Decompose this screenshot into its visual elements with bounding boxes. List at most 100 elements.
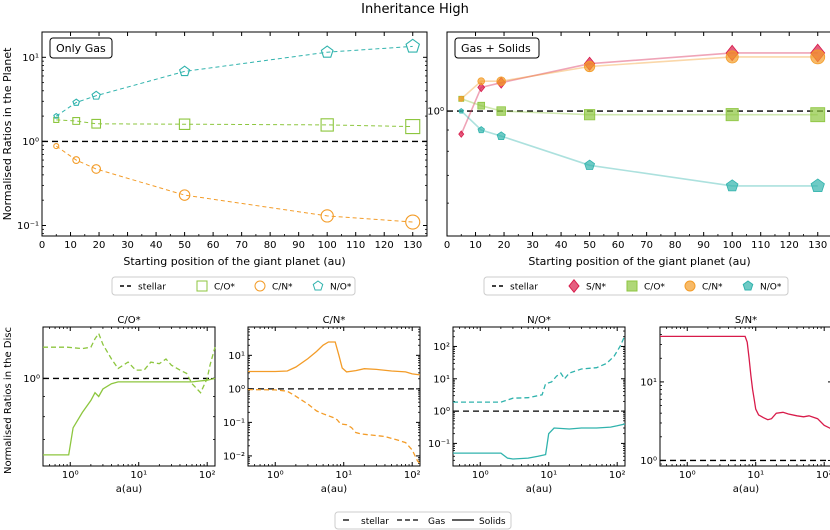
data-point-NO	[810, 178, 825, 192]
bottom-legend-box	[334, 511, 512, 530]
legend-label: C/O*	[214, 283, 235, 293]
data-point-CO	[178, 118, 191, 130]
panel-title: Gas + Solids	[461, 42, 531, 55]
x-tick-label: 30	[526, 240, 539, 251]
data-point-CN	[91, 164, 102, 174]
data-point-CN	[405, 214, 421, 230]
legend-label: S/N*	[586, 283, 606, 293]
data-point-NO	[496, 131, 506, 141]
solids-line	[43, 377, 216, 456]
panel-title: N/O*	[527, 315, 551, 326]
legend-marker	[684, 280, 696, 292]
x-tick-label: 110	[751, 240, 770, 251]
y-tick-label: 10¹	[433, 374, 450, 385]
y-tick-label: 10²	[433, 342, 450, 353]
data-point-CN	[477, 77, 486, 85]
data-point-CO	[72, 117, 81, 125]
legend-label: stellar	[361, 517, 389, 527]
x-tick-label: 70	[640, 240, 653, 251]
x-axis-label: Starting position of the giant planet (a…	[528, 255, 750, 268]
figure-title: Inheritance High	[361, 2, 469, 17]
y-tick-label: 10⁰	[640, 456, 657, 467]
y-tick-label: 10⁰	[433, 407, 450, 418]
plot-frame-0	[41, 31, 428, 237]
data-point-NO	[584, 159, 596, 170]
data-point-CO	[405, 119, 421, 135]
x-tick-label: 10⁰	[679, 470, 696, 481]
series-line-NO	[56, 45, 413, 117]
plots-layer: 0 10 20 30 40 50 60 70 80 90 100 110 120 13010⁻¹10⁰10…	[1, 31, 830, 530]
data-point-NO	[53, 112, 60, 119]
panel-title-box	[49, 37, 113, 59]
plot-frame-4	[452, 326, 626, 467]
series-line-CN	[56, 145, 413, 223]
y-tick-label: 10⁻¹	[17, 221, 39, 232]
gas-line	[247, 388, 421, 464]
legend-label: N/O*	[330, 283, 352, 293]
y-tick-label: 10⁻¹	[428, 439, 450, 450]
series-line-SN	[460, 52, 818, 135]
data-point-NO	[320, 45, 334, 58]
x-tick-label: 110	[346, 240, 365, 251]
series-line-NO	[460, 110, 818, 187]
data-point-NO	[405, 38, 421, 53]
legend-marker	[196, 280, 208, 292]
data-point-CN	[320, 209, 334, 223]
legend-label: C/N*	[272, 283, 293, 293]
panel-title: S/N*	[735, 315, 757, 326]
x-tick-label: 90	[697, 240, 710, 251]
x-tick-label: 10⁰	[267, 470, 284, 481]
data-point-CN	[53, 143, 60, 150]
x-axis-label: Starting position of the giant planet (a…	[123, 255, 345, 268]
x-tick-label: 10¹	[130, 470, 147, 481]
data-point-CO	[477, 101, 486, 110]
panel-title: Only Gas	[56, 42, 106, 55]
legend-marker	[568, 278, 580, 294]
series-line-CO	[461, 98, 818, 116]
data-point-CN	[496, 76, 506, 86]
x-tick-label: 70	[235, 240, 248, 251]
x-tick-label: 20	[498, 240, 511, 251]
x-tick-label: 90	[292, 240, 305, 251]
legend-label: Gas	[428, 517, 445, 527]
x-tick-label: 10²	[404, 470, 421, 481]
x-tick-label: 10	[469, 240, 482, 251]
series-line-CO	[56, 119, 413, 128]
plot-frame-5	[659, 326, 830, 467]
data-point-CO	[496, 106, 506, 116]
legend-label: Solids	[479, 517, 506, 527]
data-point-CN	[458, 95, 465, 102]
x-axis-label: a(au)	[526, 484, 552, 495]
x-tick-label: 20	[93, 240, 106, 251]
legend-label: N/O*	[760, 283, 782, 293]
data-point-NO	[477, 126, 485, 134]
data-point-CO	[91, 118, 102, 129]
x-tick-label: 0	[39, 240, 45, 251]
y-axis-label: Normalised Ratios in the Disc	[3, 327, 14, 474]
x-tick-label: 10	[64, 240, 77, 251]
x-tick-label: 130	[808, 240, 827, 251]
x-tick-label: 100	[723, 240, 742, 251]
data-point-CN	[583, 60, 596, 73]
x-tick-label: 60	[207, 240, 220, 251]
data-point-NO	[458, 108, 465, 114]
x-tick-label: 80	[669, 240, 682, 251]
x-tick-label: 120	[780, 240, 799, 251]
x-tick-label: 130	[403, 240, 422, 251]
legend-marker	[312, 280, 324, 291]
legend-box-0	[111, 276, 356, 296]
solids-line	[660, 335, 830, 429]
data-point-CN	[725, 50, 739, 64]
data-point-CO	[583, 109, 596, 121]
y-tick-label: 10⁰	[23, 374, 40, 385]
data-point-CO	[53, 116, 60, 123]
x-tick-label: 80	[264, 240, 277, 251]
legend-marker	[742, 280, 754, 291]
legend-label: stellar	[138, 283, 166, 293]
y-tick-label: 10⁻²	[223, 451, 245, 462]
y-tick-label: 10¹	[640, 377, 657, 388]
x-tick-label: 50	[178, 240, 191, 251]
y-tick-label: 10¹	[228, 351, 245, 362]
x-tick-label: 10²	[816, 470, 830, 481]
